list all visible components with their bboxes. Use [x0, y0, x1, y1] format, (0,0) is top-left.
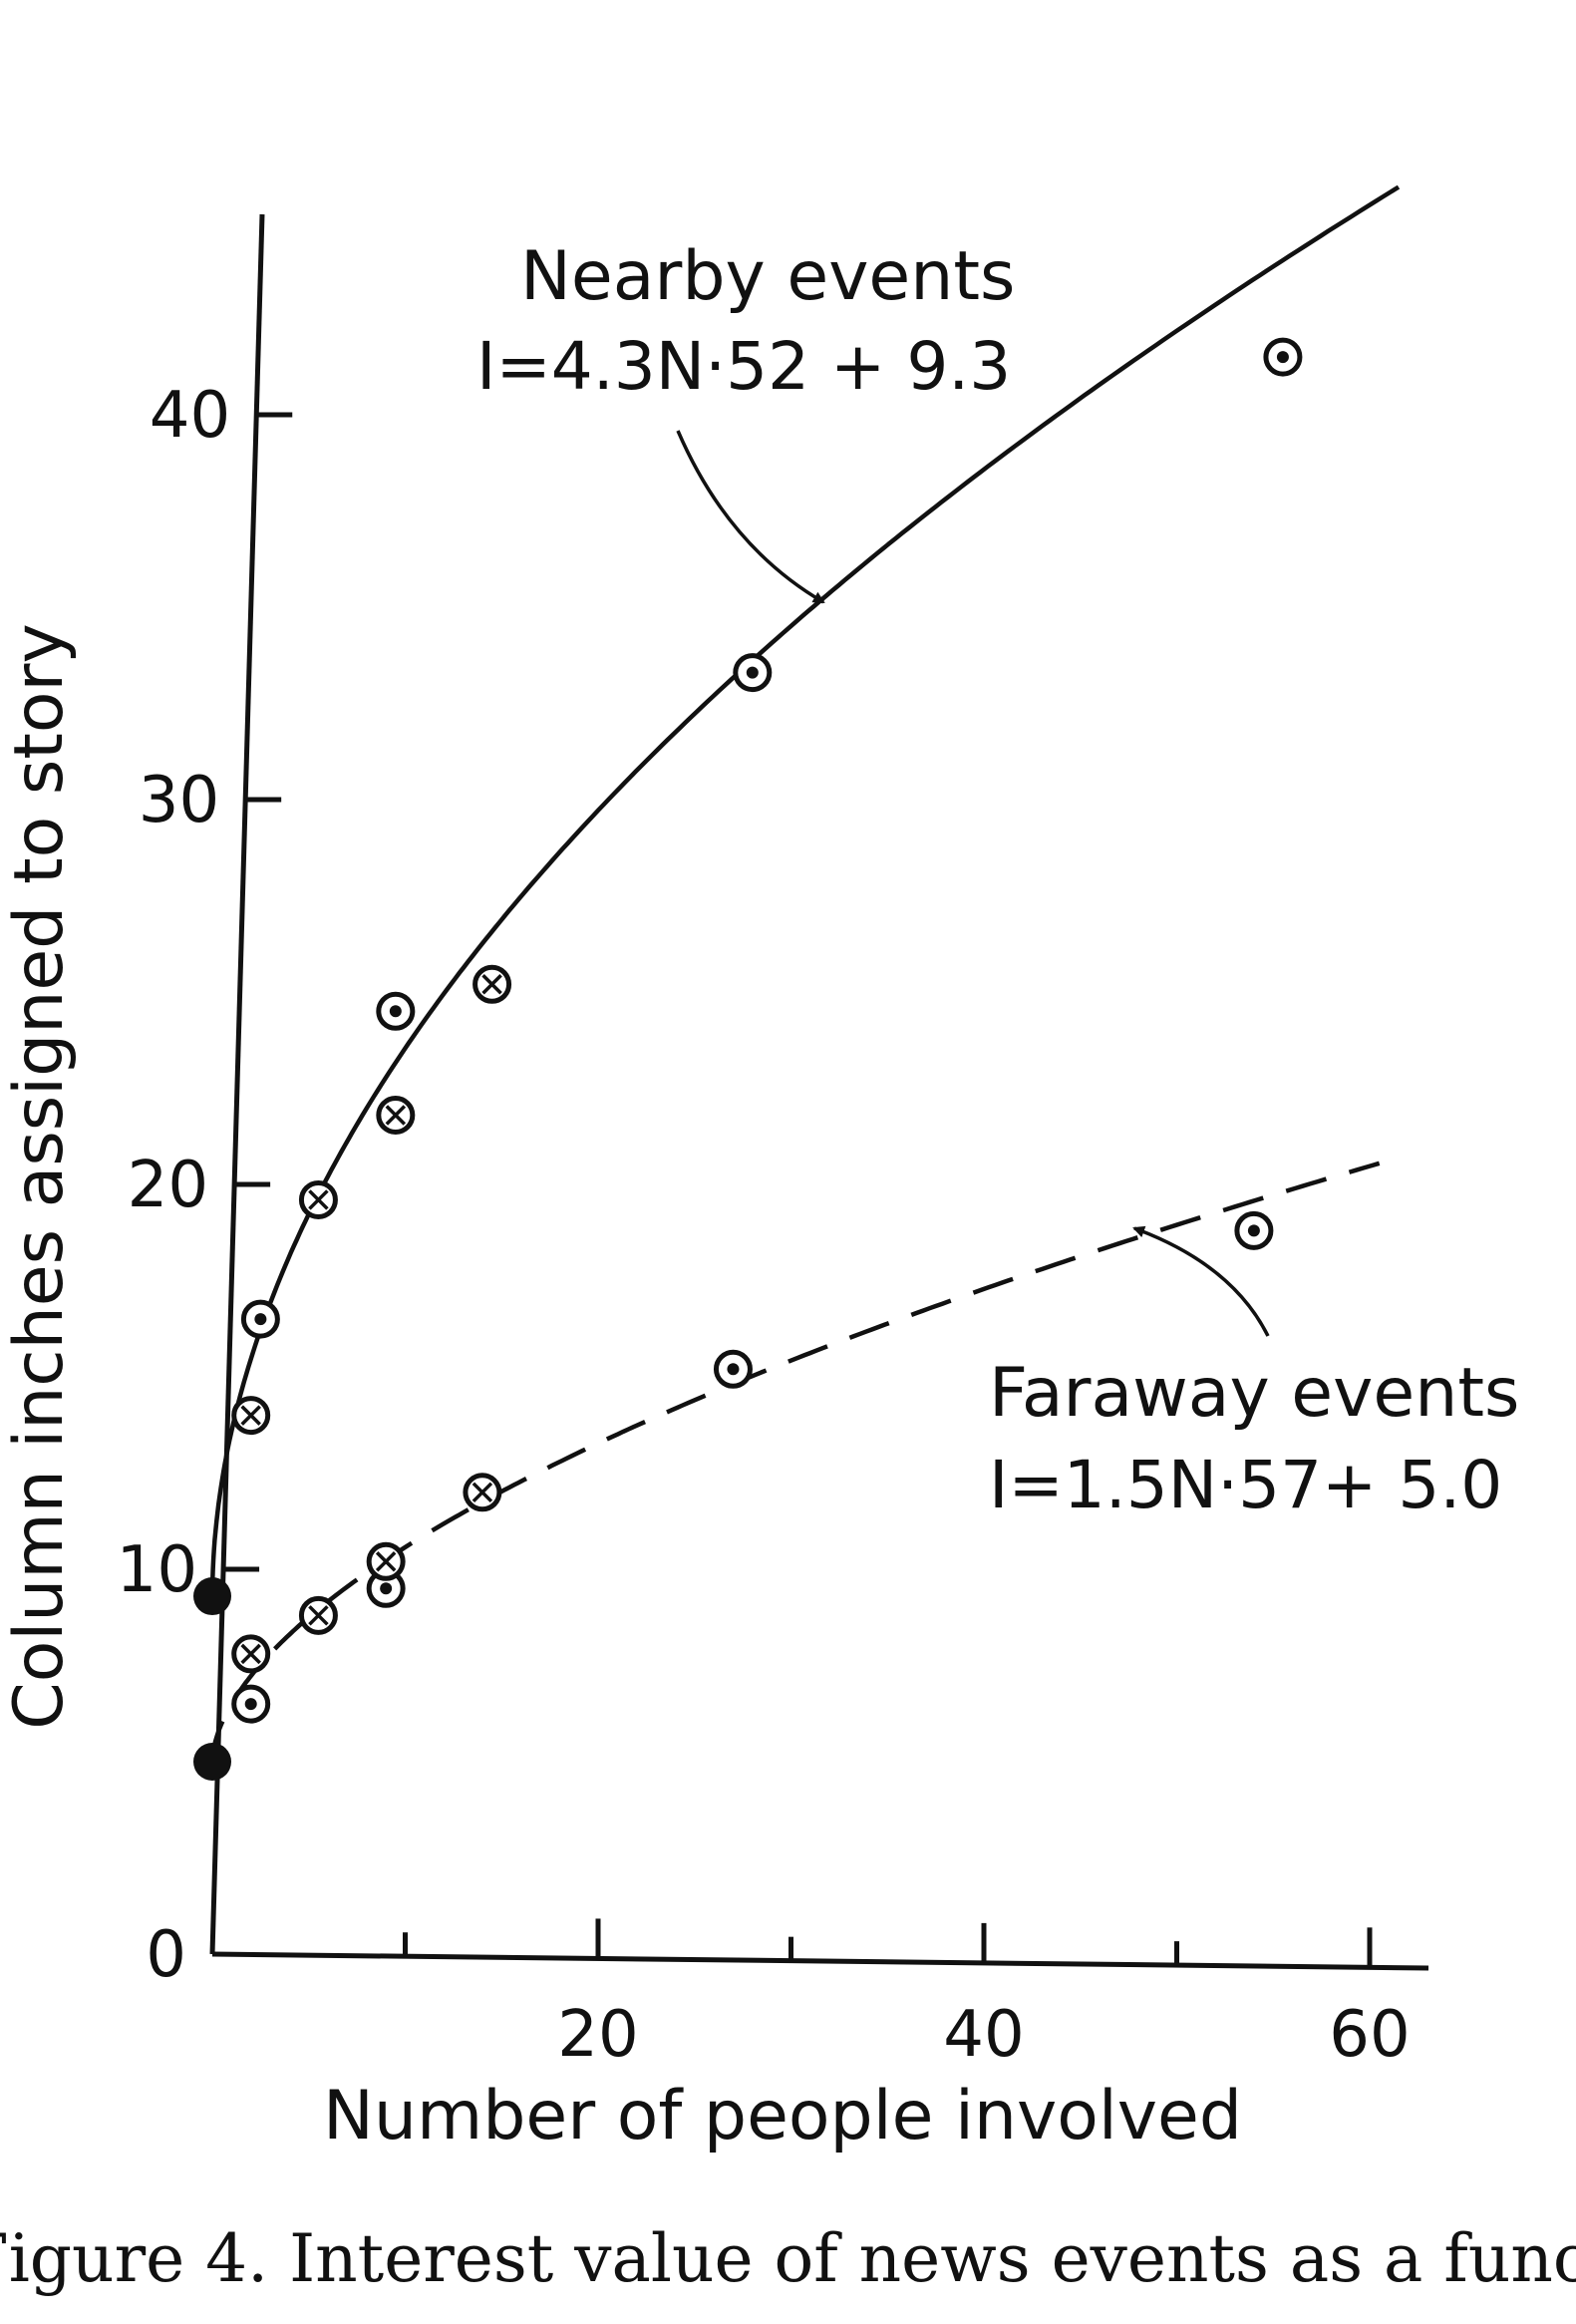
nearby-events-point-cross [231, 1396, 271, 1436]
nearby-events-curve [209, 184, 1401, 1597]
x-tick-label: 20 [557, 1998, 638, 2072]
faraway-events-point-dot [1234, 1210, 1274, 1250]
x-tick-label: 60 [1329, 1998, 1410, 2072]
faraway-events-curve [209, 1161, 1381, 1763]
y-axis-title: Column inches assigned to story [0, 623, 79, 1729]
nearby-label-arrow [676, 430, 825, 604]
faraway-events-label: Faraway events [989, 1354, 1519, 1433]
nearby-events-point-dot [733, 653, 773, 693]
x-axis-title: Number of people involved [323, 2077, 1242, 2156]
faraway-events-point-dot [231, 1684, 271, 1724]
nearby-events-point-cross [473, 964, 512, 1004]
y-tick-label: 30 [139, 764, 219, 837]
faraway-events-point-dot [713, 1349, 753, 1389]
nearby-events-point-dot [1263, 337, 1303, 377]
figure-caption: Figure 4. Interest value of news events … [0, 2220, 1576, 2297]
y-tick-label: 20 [128, 1149, 208, 1222]
nearby-events-point-cross [376, 1096, 416, 1136]
nearby-events-point-dot [240, 1299, 280, 1339]
y-tick-label: 0 [146, 1918, 186, 1992]
nearby-events-label: Nearby events [520, 237, 1015, 316]
faraway-label-arrow [1132, 1225, 1270, 1337]
nearby-events-equation: I=4.3N·52 + 9.3 [476, 328, 1011, 405]
axes [209, 213, 1429, 1971]
faraway-events-point-cross [298, 1595, 338, 1635]
faraway-events-point-cross [463, 1473, 502, 1512]
y-tick-label: 40 [150, 379, 230, 453]
x-ticks: 20 40 60 [403, 1918, 1411, 2072]
y-ticks: 0 10 20 30 40 [117, 379, 293, 1992]
faraway-events-point-filled [193, 1743, 231, 1781]
nearby-events-point-cross [298, 1179, 338, 1219]
x-tick-label: 40 [943, 1998, 1024, 2072]
x-axis-line [211, 1951, 1429, 1971]
data-points [193, 337, 1303, 1781]
nearby-events-point-filled [193, 1577, 231, 1616]
faraway-events-point-cross [231, 1634, 271, 1674]
y-axis-line [209, 213, 265, 1955]
y-tick-label: 10 [117, 1533, 197, 1607]
faraway-events-equation: I=1.5N·57+ 5.0 [989, 1447, 1502, 1523]
nearby-events-point-dot [376, 991, 416, 1031]
faraway-events-point-cross [366, 1541, 406, 1581]
